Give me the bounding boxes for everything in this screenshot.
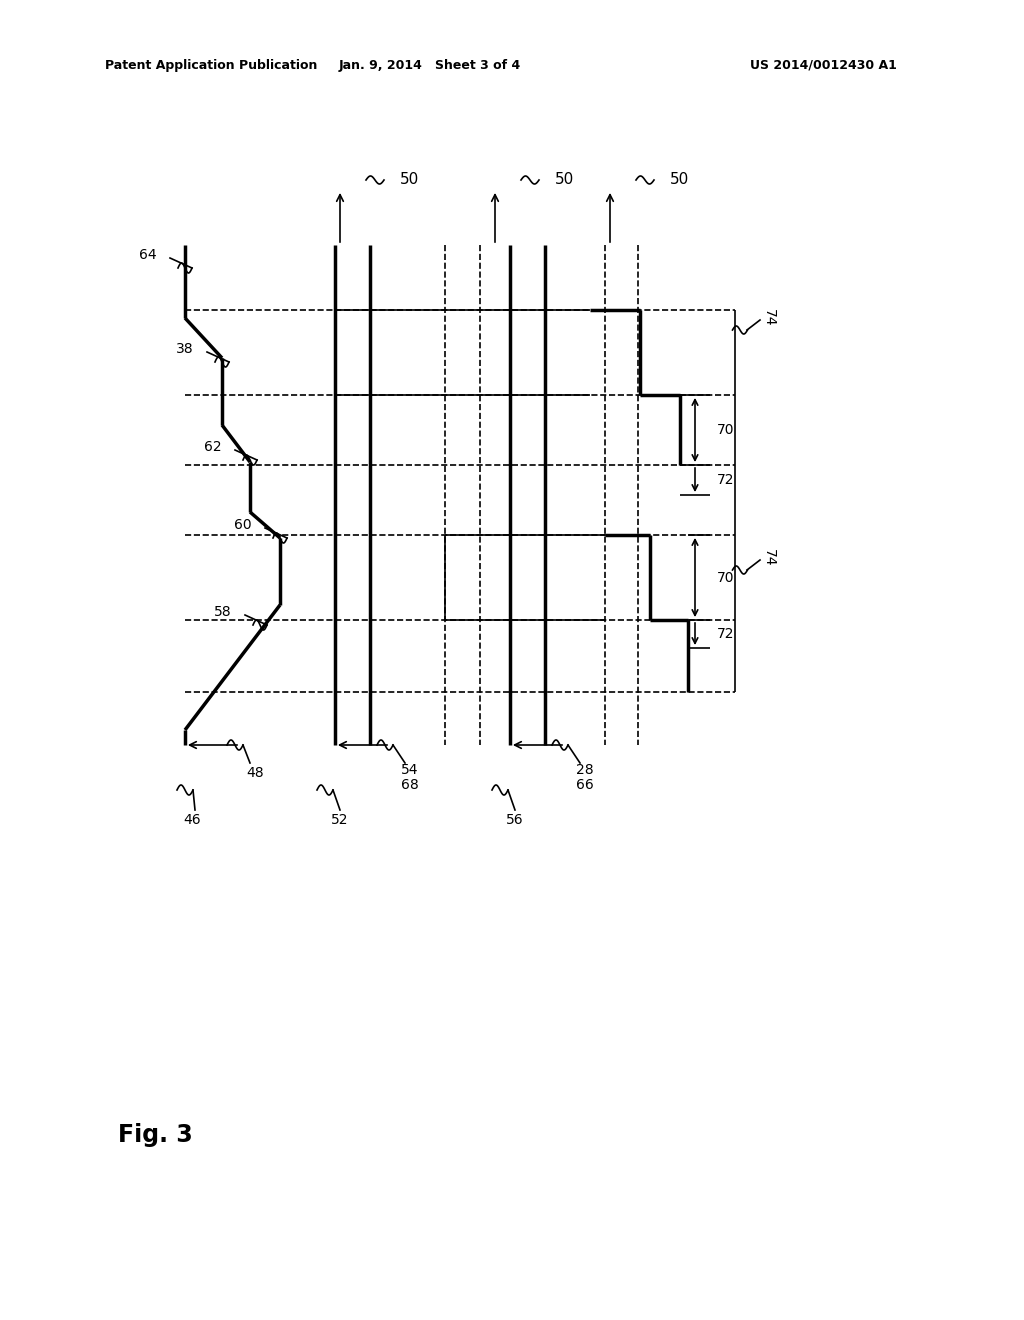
Text: 48: 48	[246, 766, 264, 780]
Text: 50: 50	[555, 173, 574, 187]
Text: 52: 52	[331, 813, 349, 828]
Text: 72: 72	[717, 627, 734, 642]
Text: Fig. 3: Fig. 3	[118, 1123, 193, 1147]
Text: 28: 28	[577, 763, 594, 777]
Text: 38: 38	[176, 342, 194, 356]
Text: 54: 54	[401, 763, 419, 777]
Text: Jan. 9, 2014   Sheet 3 of 4: Jan. 9, 2014 Sheet 3 of 4	[339, 58, 521, 71]
Text: US 2014/0012430 A1: US 2014/0012430 A1	[750, 58, 897, 71]
Text: 66: 66	[577, 777, 594, 792]
Text: 68: 68	[401, 777, 419, 792]
Text: 74: 74	[762, 549, 776, 566]
Text: 58: 58	[214, 605, 232, 619]
Text: 62: 62	[205, 440, 222, 454]
Text: 60: 60	[234, 517, 252, 532]
Text: 72: 72	[717, 473, 734, 487]
Text: 46: 46	[183, 813, 201, 828]
Text: 74: 74	[762, 309, 776, 327]
Text: 50: 50	[400, 173, 419, 187]
Text: 70: 70	[717, 570, 734, 585]
Text: 50: 50	[670, 173, 689, 187]
Text: 70: 70	[717, 422, 734, 437]
Text: 56: 56	[506, 813, 524, 828]
Text: Patent Application Publication: Patent Application Publication	[105, 58, 317, 71]
Text: 64: 64	[139, 248, 157, 261]
